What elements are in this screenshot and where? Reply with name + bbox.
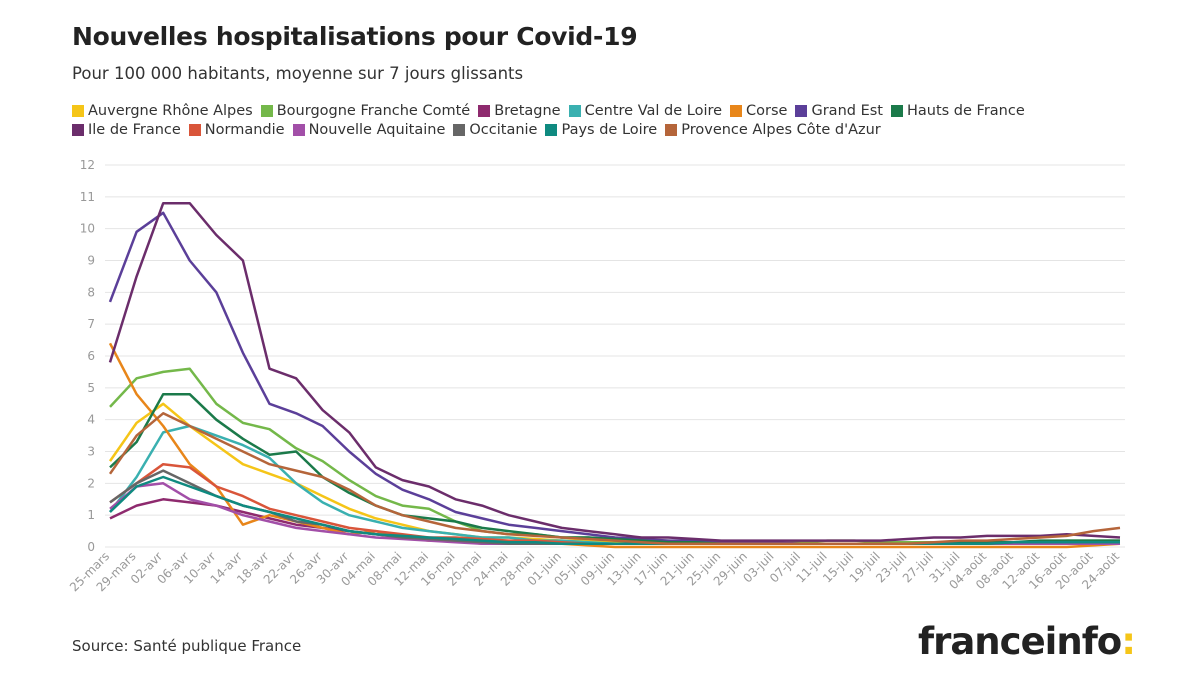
legend-item: Bretagne [478, 103, 561, 119]
legend-item: Provence Alpes Côte d'Azur [665, 122, 881, 138]
y-tick-label: 5 [87, 381, 95, 395]
legend-label: Hauts de France [906, 103, 1025, 119]
series-line [109, 392, 1120, 546]
y-tick-label: 10 [80, 222, 95, 236]
legend-item: Normandie [188, 122, 285, 138]
legend-item: Auvergne Rhône Alpes [72, 103, 253, 119]
legend-label: Pays de Loire [561, 122, 658, 138]
y-tick-label: 4 [87, 413, 95, 427]
series-line [109, 424, 1120, 546]
legend: Auvergne Rhône Alpes Bourgogne Franche Co… [72, 103, 1072, 138]
legend-label: Auvergne Rhône Alpes [88, 103, 253, 119]
series-line [109, 469, 1120, 546]
series-line [109, 462, 1120, 546]
legend-swatch [292, 124, 305, 136]
legend-swatch [795, 105, 808, 117]
series-line [108, 342, 1121, 549]
logo-mark: : [1121, 620, 1136, 663]
legend-item: Pays de Loire [545, 122, 657, 138]
y-tick-label: 1 [87, 508, 95, 522]
chart-subtitle: Pour 100 000 habitants, moyenne sur 7 jo… [72, 64, 524, 83]
legend-swatch [72, 105, 84, 117]
legend-swatch [260, 105, 273, 117]
y-tick-label: 2 [87, 476, 95, 490]
legend-label: Occitanie [469, 122, 538, 138]
series-line [108, 201, 1121, 542]
source: Source: Santé publique France [72, 637, 302, 655]
legend-item: Occitanie [453, 122, 537, 138]
legend-item: Nouvelle Aquitaine [292, 122, 446, 138]
legend-label: Bourgogne Franche Comté [276, 103, 471, 119]
legend-item: Centre Val de Loire [568, 103, 723, 119]
legend-label: Bretagne [494, 103, 561, 119]
legend-item: Bourgogne Franche Comté [260, 103, 471, 119]
y-tick-label: 6 [87, 349, 95, 363]
legend-swatch [188, 124, 201, 136]
y-tick-label: 9 [87, 254, 95, 268]
legend-label: Grand Est [811, 103, 883, 119]
legend-label: Nouvelle Aquitaine [308, 122, 446, 138]
legend-item: Hauts de France [890, 103, 1025, 119]
y-tick-label: 11 [80, 190, 95, 204]
legend-swatch [730, 105, 743, 117]
y-tick-label: 12 [80, 158, 95, 172]
legend-swatch [568, 105, 581, 117]
chart-title: Nouvelles hospitalisations pour Covid-19 [72, 22, 638, 51]
legend-label: Normandie [204, 122, 285, 138]
legend-label: Provence Alpes Côte d'Azur [681, 122, 881, 138]
legend-item: Corse [730, 103, 787, 119]
series-line [108, 402, 1120, 546]
legend-swatch [665, 124, 678, 136]
y-tick-label: 0 [87, 540, 95, 554]
legend-swatch [545, 124, 558, 136]
legend-swatch [890, 105, 903, 117]
series-line [109, 475, 1120, 546]
y-tick-label: 8 [87, 285, 95, 299]
y-tick-label: 7 [87, 317, 95, 331]
legend-swatch [453, 124, 466, 136]
legend-item: Grand Est [795, 103, 883, 119]
legend-label: Centre Val de Loire [584, 103, 723, 119]
y-tick-label: 3 [87, 445, 95, 459]
legend-swatch [478, 105, 491, 117]
logo: franceinfo: [918, 620, 1136, 663]
legend-swatch [72, 124, 84, 136]
legend-label: Corse [746, 103, 788, 119]
legend-label: Ile de France [88, 122, 181, 138]
series-line [108, 211, 1120, 546]
series-line [108, 412, 1121, 546]
legend-item: Ile de France [72, 122, 181, 138]
logo-name: franceinfo [918, 620, 1122, 663]
